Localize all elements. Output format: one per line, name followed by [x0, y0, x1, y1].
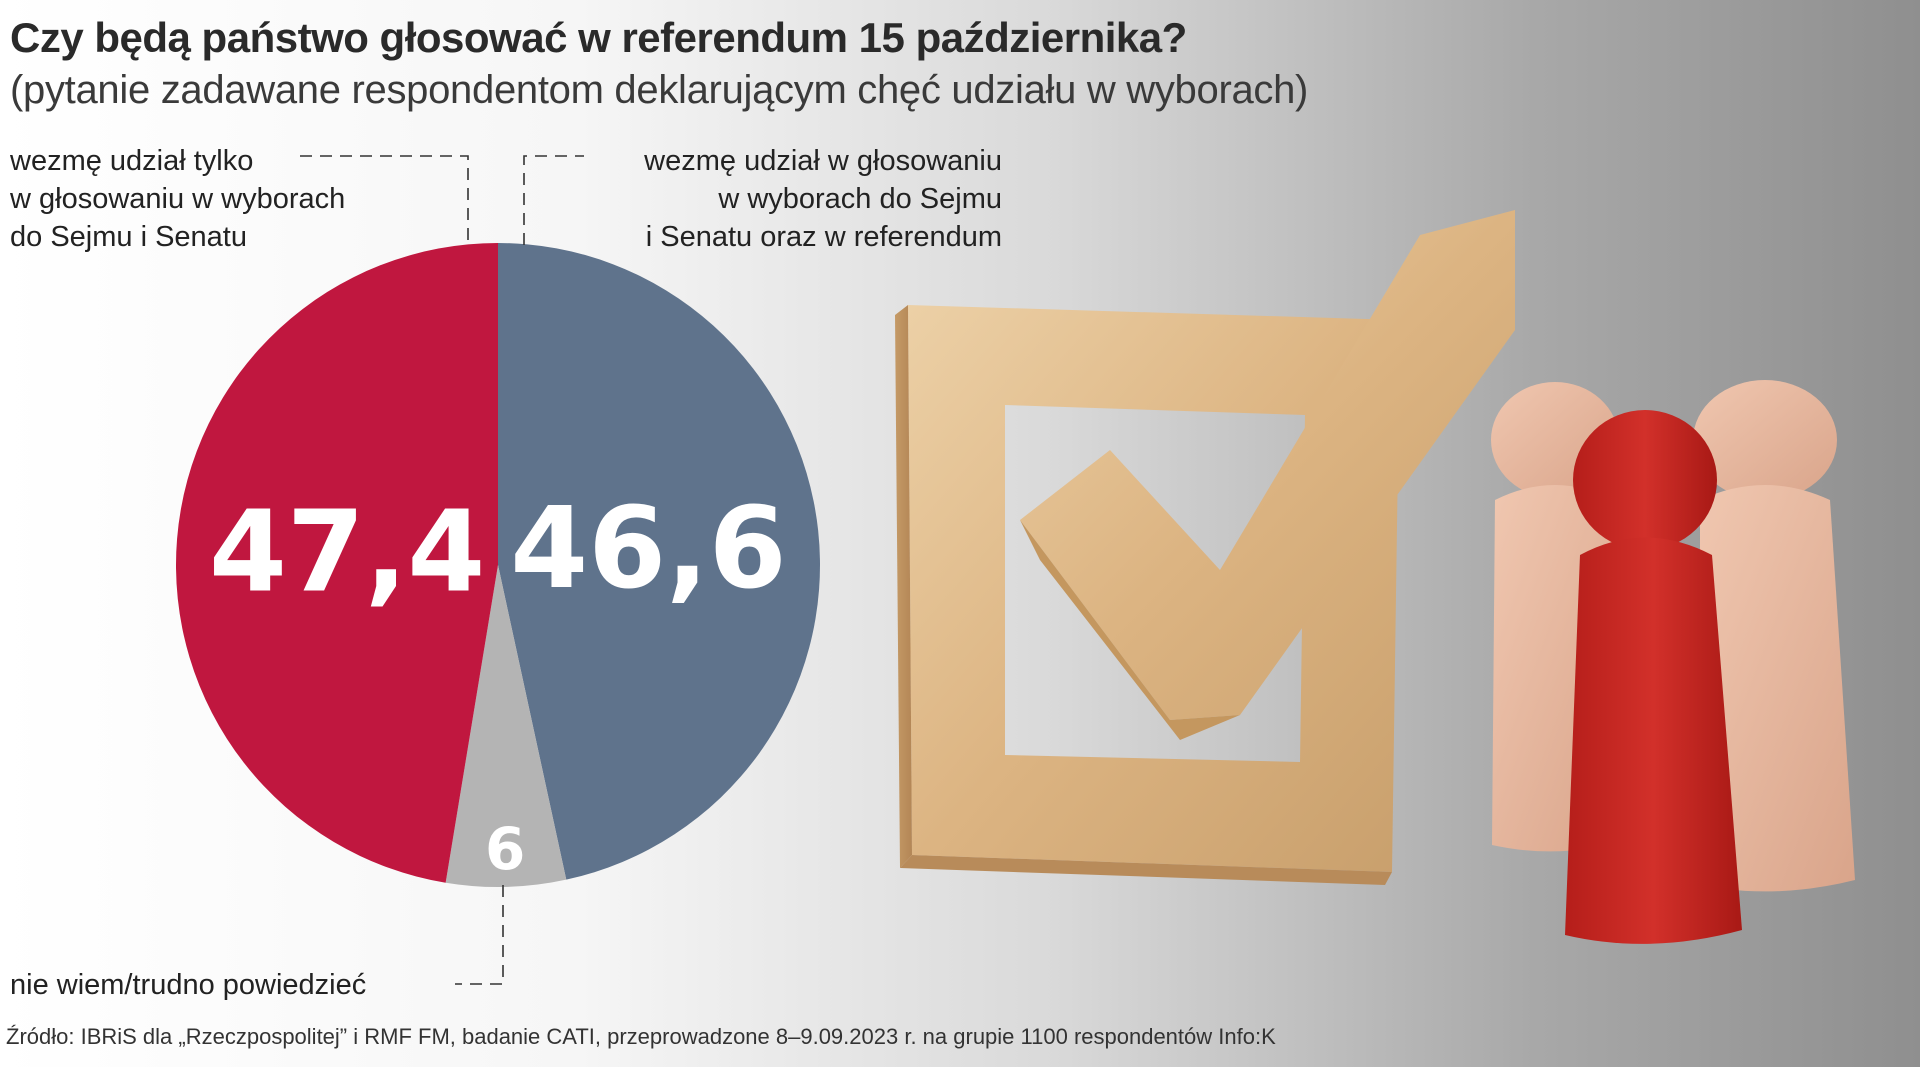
source-note: Źródło: IBRiS dla „Rzeczpospolitej” i RM…	[6, 1024, 1276, 1049]
legend-label-only-elections: wezmę udział tylko w głosowaniu w wybora…	[10, 142, 345, 256]
pie-value-label: 47,4	[209, 488, 485, 618]
chart-title: Czy będą państwo głosować w referendum 1…	[10, 14, 1187, 61]
wooden-people-figures-icon	[1491, 380, 1855, 944]
leader-line-bottom	[455, 885, 504, 985]
leader-line-right	[523, 155, 584, 245]
legend-label-dont-know: nie wiem/trudno powiedzieć	[10, 969, 367, 1001]
label-line: i Senatu oraz w referendum	[645, 221, 1002, 253]
chart-subtitle: (pytanie zadawane respondentom deklarują…	[10, 68, 1309, 112]
label-line: wezmę udział tylko	[10, 145, 254, 177]
pie-slice	[498, 243, 821, 880]
label-line: w głosowaniu w wyborach	[10, 183, 346, 215]
pie-value-label: 46,6	[510, 484, 786, 614]
label-line: w wyborach do Sejmu	[718, 183, 1002, 215]
legend-label-elections-and-referendum: wezmę udział w głosowaniu w wyborach do …	[540, 142, 1002, 256]
wooden-checkbox-icon	[895, 210, 1515, 885]
pie-slice	[175, 243, 498, 883]
pie-value-label: 6	[485, 815, 525, 883]
leader-line-left	[300, 155, 469, 245]
label-line: do Sejmu i Senatu	[10, 221, 247, 253]
pie-slice	[445, 565, 567, 887]
label-line: wezmę udział w głosowaniu	[644, 145, 1002, 177]
